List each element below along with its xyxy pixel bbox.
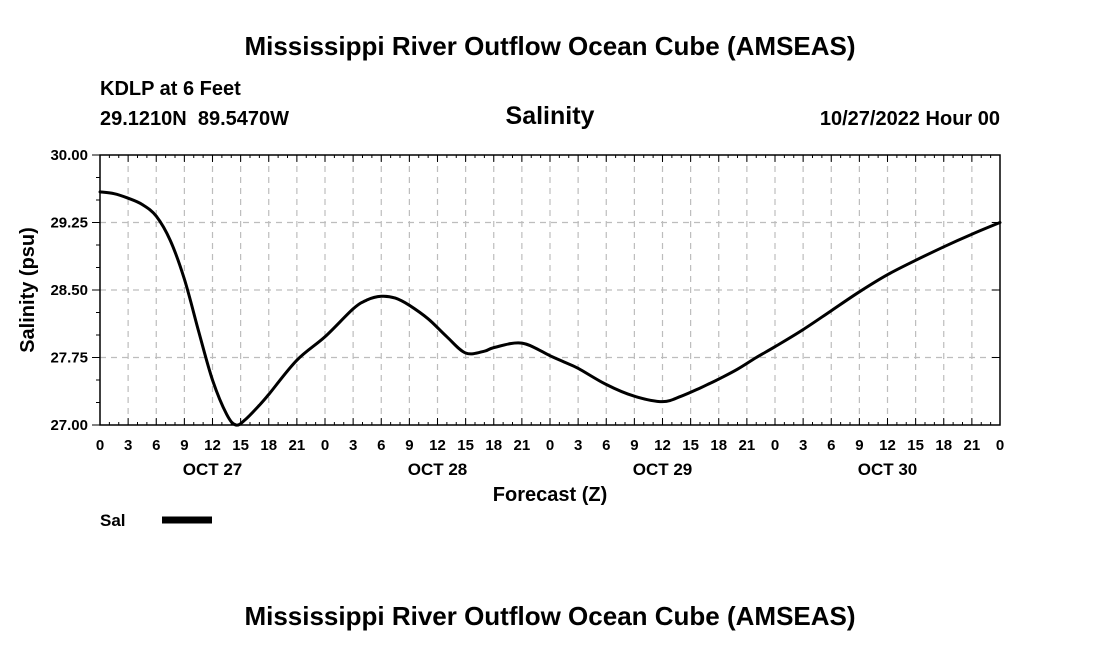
- x-tick-label: 9: [180, 437, 188, 454]
- x-tick-label: 15: [682, 437, 699, 454]
- axis-ticks: [92, 154, 1001, 426]
- x-tick-label: 9: [630, 437, 638, 454]
- x-tick-label: 6: [377, 437, 385, 454]
- y-tick-label: 29.25: [50, 215, 88, 232]
- x-tick-label: 9: [405, 437, 413, 454]
- legend-label: Sal: [100, 511, 126, 530]
- x-tick-label: 21: [289, 437, 306, 454]
- x-tick-labels: 0 3 6 9 12 15 18 21 0 3 6 9 12 15 18 21 0 3 6 9 12 15 18 21 0 3 6 9…: [96, 437, 1004, 454]
- x-tick-label: 12: [654, 437, 671, 454]
- x-tick-label: 12: [204, 437, 221, 454]
- y-tick-label: 27.75: [50, 350, 88, 367]
- x-tick-label: 18: [485, 437, 502, 454]
- x-tick-label: 6: [827, 437, 835, 454]
- chart-title: Mississippi River Outflow Ocean Cube (AM…: [244, 31, 855, 61]
- x-tick-label: 21: [964, 437, 981, 454]
- salinity-line: [98, 190, 1002, 427]
- x-tick-label: 0: [546, 437, 554, 454]
- run-time-label: 10/27/2022 Hour 00: [820, 108, 1000, 130]
- x-tick-label: 0: [321, 437, 329, 454]
- station-label: KDLP at 6 Feet: [100, 78, 241, 100]
- x-tick-label: 15: [907, 437, 924, 454]
- x-tick-label: 18: [260, 437, 277, 454]
- y-tick-label: 28.50: [50, 282, 88, 299]
- y-tick-labels: 30.00 29.25 28.50 27.75 27.00: [50, 147, 88, 434]
- x-tick-label: 0: [96, 437, 104, 454]
- chart-subtitle: Salinity: [506, 102, 595, 130]
- x-tick-label: 3: [349, 437, 357, 454]
- gridlines: [100, 155, 1000, 425]
- x-tick-label: 6: [602, 437, 610, 454]
- x-tick-label: 3: [574, 437, 582, 454]
- day-label: OCT 29: [633, 460, 693, 479]
- x-tick-label: 0: [996, 437, 1004, 454]
- day-label: OCT 27: [183, 460, 243, 479]
- footer-title: Mississippi River Outflow Ocean Cube (AM…: [244, 601, 855, 631]
- day-labels: OCT 27 OCT 28 OCT 29 OCT 30: [183, 460, 918, 479]
- x-tick-label: 21: [514, 437, 531, 454]
- x-tick-label: 18: [935, 437, 952, 454]
- x-tick-label: 6: [152, 437, 160, 454]
- y-axis-label: Salinity (psu): [17, 227, 39, 353]
- x-axis-label: Forecast (Z): [493, 484, 607, 506]
- day-label: OCT 30: [858, 460, 918, 479]
- location-label: 29.1210N 89.5470W: [100, 108, 289, 130]
- x-tick-label: 3: [124, 437, 132, 454]
- x-tick-label: 21: [739, 437, 756, 454]
- x-tick-label: 0: [771, 437, 779, 454]
- x-tick-label: 12: [429, 437, 446, 454]
- y-tick-label: 30.00: [50, 147, 88, 164]
- x-tick-label: 9: [855, 437, 863, 454]
- y-tick-label: 27.00: [50, 417, 88, 434]
- x-tick-label: 18: [710, 437, 727, 454]
- legend: Sal: [100, 511, 212, 530]
- x-tick-label: 15: [232, 437, 249, 454]
- x-tick-label: 12: [879, 437, 896, 454]
- x-tick-label: 15: [457, 437, 474, 454]
- x-tick-label: 3: [799, 437, 807, 454]
- day-label: OCT 28: [408, 460, 468, 479]
